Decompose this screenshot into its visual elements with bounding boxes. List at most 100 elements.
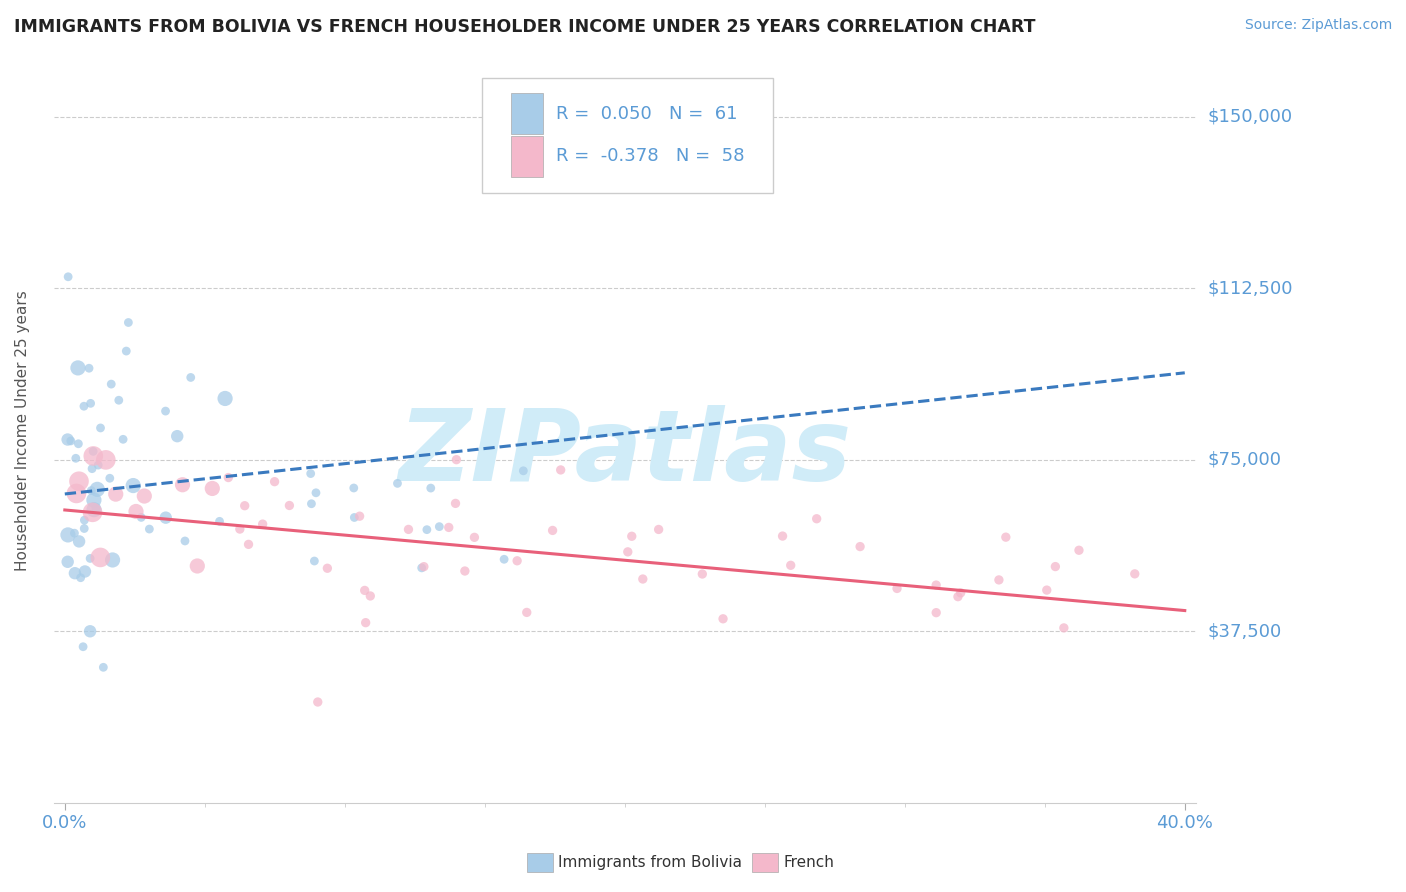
Point bbox=[79, 551, 101, 566]
Text: IMMIGRANTS FROM BOLIVIA VS FRENCH HOUSEHOLDER INCOME UNDER 25 YEARS CORRELATION : IMMIGRANTS FROM BOLIVIA VS FRENCH HOUSEH… bbox=[14, 18, 1036, 36]
Point bbox=[89, 550, 111, 565]
Point bbox=[506, 554, 529, 568]
Point bbox=[463, 530, 485, 544]
Point bbox=[82, 505, 104, 519]
Point bbox=[419, 481, 441, 495]
Point bbox=[446, 452, 468, 467]
Point bbox=[63, 566, 86, 581]
FancyBboxPatch shape bbox=[482, 78, 773, 194]
Text: Immigrants from Bolivia: Immigrants from Bolivia bbox=[558, 855, 742, 870]
Point bbox=[412, 559, 434, 574]
Point bbox=[56, 528, 79, 542]
Point bbox=[82, 444, 104, 458]
Point bbox=[516, 606, 538, 620]
Text: $150,000: $150,000 bbox=[1208, 108, 1292, 126]
Point bbox=[166, 429, 188, 443]
Point bbox=[1045, 559, 1067, 574]
Point bbox=[217, 470, 239, 484]
Point bbox=[437, 520, 460, 534]
Point bbox=[208, 514, 231, 528]
Point bbox=[925, 578, 948, 592]
Point bbox=[104, 487, 127, 501]
Point bbox=[359, 589, 381, 603]
Point bbox=[263, 475, 285, 489]
Point bbox=[72, 640, 94, 654]
Point bbox=[631, 572, 654, 586]
Point bbox=[647, 523, 669, 537]
Point bbox=[238, 537, 260, 551]
Point bbox=[125, 504, 148, 518]
Point bbox=[174, 533, 197, 548]
Text: Source: ZipAtlas.com: Source: ZipAtlas.com bbox=[1244, 18, 1392, 32]
Point bbox=[692, 567, 714, 582]
Point bbox=[180, 370, 202, 384]
Point bbox=[186, 559, 208, 574]
Point bbox=[100, 377, 122, 392]
Point bbox=[354, 615, 377, 630]
Point bbox=[84, 501, 107, 516]
Point bbox=[427, 519, 450, 533]
Point bbox=[115, 344, 138, 359]
Point bbox=[994, 530, 1017, 544]
Point bbox=[353, 583, 375, 598]
Point bbox=[278, 499, 301, 513]
Text: R =  0.050   N =  61: R = 0.050 N = 61 bbox=[557, 105, 738, 123]
Point bbox=[620, 529, 643, 543]
Point bbox=[541, 524, 564, 538]
Point bbox=[67, 436, 90, 450]
Point bbox=[112, 432, 135, 446]
Point bbox=[772, 529, 794, 543]
Point bbox=[122, 478, 145, 492]
Point bbox=[155, 510, 177, 524]
Point bbox=[80, 483, 103, 498]
Text: French: French bbox=[783, 855, 834, 870]
Point bbox=[79, 624, 101, 639]
Point bbox=[67, 475, 90, 489]
Point bbox=[411, 561, 433, 575]
Text: $112,500: $112,500 bbox=[1208, 279, 1292, 297]
Point bbox=[444, 496, 467, 510]
Point bbox=[229, 522, 252, 536]
Point bbox=[155, 404, 177, 418]
Text: R =  -0.378   N =  58: R = -0.378 N = 58 bbox=[557, 147, 745, 165]
Point bbox=[1067, 543, 1090, 558]
Point bbox=[73, 522, 96, 536]
Point bbox=[201, 482, 224, 496]
Point bbox=[398, 523, 420, 537]
Point bbox=[925, 606, 948, 620]
Point bbox=[343, 510, 366, 524]
Point bbox=[512, 464, 534, 478]
Point bbox=[80, 461, 103, 475]
Point bbox=[107, 393, 129, 408]
Point bbox=[349, 509, 371, 524]
Point bbox=[67, 534, 90, 549]
Point bbox=[233, 499, 256, 513]
Point bbox=[416, 523, 439, 537]
Point bbox=[949, 586, 972, 600]
Point bbox=[946, 590, 969, 604]
Point bbox=[79, 396, 101, 410]
Point bbox=[617, 545, 640, 559]
Point bbox=[86, 483, 108, 497]
Point bbox=[89, 421, 111, 435]
Point bbox=[301, 497, 323, 511]
Point bbox=[83, 493, 105, 508]
Point bbox=[77, 361, 100, 376]
Point bbox=[1036, 583, 1059, 598]
Point bbox=[94, 453, 117, 467]
Point bbox=[849, 540, 872, 554]
Text: ZIPatlas: ZIPatlas bbox=[398, 405, 852, 502]
Point bbox=[56, 433, 79, 447]
Point bbox=[56, 555, 79, 569]
Point bbox=[73, 399, 96, 413]
Point bbox=[134, 489, 156, 503]
Point bbox=[550, 463, 572, 477]
Point bbox=[307, 695, 329, 709]
Point bbox=[387, 476, 409, 491]
Point bbox=[87, 458, 110, 472]
Bar bbox=[510, 94, 543, 135]
Point bbox=[138, 522, 160, 536]
Point bbox=[304, 554, 326, 568]
Point bbox=[172, 477, 194, 491]
Point bbox=[987, 573, 1010, 587]
